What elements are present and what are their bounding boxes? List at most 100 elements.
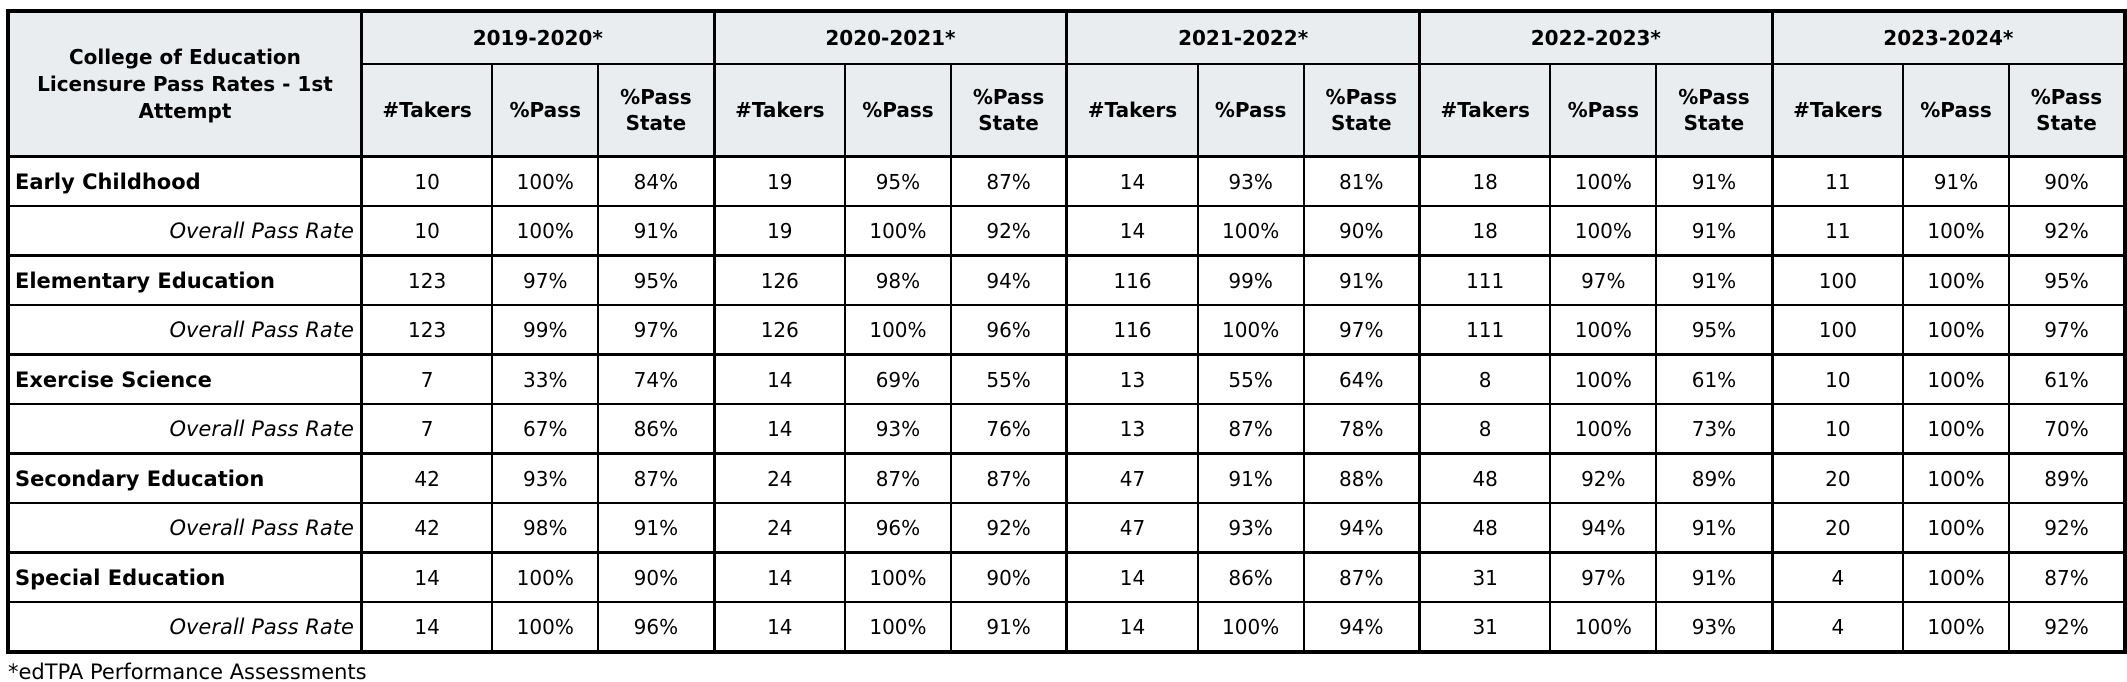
value-cell: 91% <box>597 502 716 554</box>
value-cell: 91% <box>1655 155 1774 207</box>
value-cell: 31 <box>1417 601 1552 653</box>
value-cell: 116 <box>1065 254 1199 306</box>
value-cell: 100% <box>1902 304 2010 356</box>
value-cell: 70% <box>2007 403 2127 455</box>
value-cell: 95% <box>843 155 952 207</box>
value-cell: 8 <box>1417 403 1552 455</box>
value-cell: 100% <box>843 304 952 356</box>
subheader-pass-state: %Pass State <box>1302 63 1421 158</box>
value-cell: 100% <box>1902 452 2010 504</box>
value-cell: 100 <box>1770 304 1905 356</box>
row-label: Overall Pass Rate <box>6 502 363 554</box>
value-cell: 91% <box>1655 551 1774 603</box>
value-cell: 93% <box>1196 155 1305 207</box>
value-cell: 78% <box>1302 403 1421 455</box>
value-cell: 14 <box>712 551 846 603</box>
value-cell: 100% <box>1549 353 1658 405</box>
value-cell: 91% <box>1196 452 1305 504</box>
value-cell: 10 <box>359 205 494 257</box>
value-cell: 100% <box>843 601 952 653</box>
value-cell: 67% <box>491 403 600 455</box>
overall-pass-rate-row: Overall Pass Rate 14 100% 96% 14 100% 91% 14 100… <box>6 601 2127 653</box>
subheader-takers: #Takers <box>1065 63 1199 158</box>
value-cell: 94% <box>1549 502 1658 554</box>
value-cell: 7 <box>359 353 494 405</box>
row-label: Overall Pass Rate <box>6 403 363 455</box>
value-cell: 76% <box>949 403 1068 455</box>
subheader-row: #Takers %Pass %Pass State #Takers %Pass … <box>8 63 2127 158</box>
value-cell: 42 <box>359 502 494 554</box>
value-cell: 100% <box>1196 304 1305 356</box>
value-cell: 98% <box>491 502 600 554</box>
value-cell: 74% <box>597 353 716 405</box>
value-cell: 100% <box>1902 205 2010 257</box>
value-cell: 19 <box>712 155 846 207</box>
subheader-pass-state: %Pass State <box>1655 63 1774 158</box>
value-cell: 111 <box>1417 254 1552 306</box>
value-cell: 48 <box>1417 452 1552 504</box>
program-row: Exercise Science 7 33% 74% 14 69% 55% 13 55% 64% 8… <box>6 353 2127 405</box>
value-cell: 88% <box>1302 452 1421 504</box>
overall-pass-rate-row: Overall Pass Rate 10 100% 91% 19 100% 92% 14 100… <box>6 205 2127 257</box>
value-cell: 84% <box>597 155 716 207</box>
value-cell: 93% <box>843 403 952 455</box>
value-cell: 47 <box>1065 502 1199 554</box>
value-cell: 19 <box>712 205 846 257</box>
value-cell: 11 <box>1770 155 1905 207</box>
table-body: Early Childhood 10 100% 84% 19 95% 87% 14 93% 81%… <box>6 155 2127 653</box>
value-cell: 91% <box>1655 502 1774 554</box>
value-cell: 97% <box>1549 254 1658 306</box>
value-cell: 18 <box>1417 205 1552 257</box>
row-label: Elementary Education <box>6 254 363 306</box>
value-cell: 97% <box>597 304 716 356</box>
value-cell: 94% <box>1302 601 1421 653</box>
value-cell: 94% <box>949 254 1068 306</box>
value-cell: 100% <box>1549 205 1658 257</box>
value-cell: 86% <box>597 403 716 455</box>
subheader-pass: %Pass <box>1196 63 1305 158</box>
subheader-pass-state: %Pass State <box>2007 63 2127 158</box>
value-cell: 87% <box>843 452 952 504</box>
value-cell: 91% <box>1655 254 1774 306</box>
value-cell: 111 <box>1417 304 1552 356</box>
value-cell: 96% <box>597 601 716 653</box>
value-cell: 10 <box>1770 353 1905 405</box>
year-header-2019-2020: 2019-2020* <box>359 10 716 65</box>
value-cell: 24 <box>712 452 846 504</box>
value-cell: 20 <box>1770 452 1905 504</box>
value-cell: 87% <box>949 452 1068 504</box>
value-cell: 100% <box>1902 254 2010 306</box>
value-cell: 100% <box>1902 601 2010 653</box>
value-cell: 31 <box>1417 551 1552 603</box>
value-cell: 14 <box>1065 551 1199 603</box>
value-cell: 14 <box>712 601 846 653</box>
value-cell: 14 <box>712 403 846 455</box>
value-cell: 100% <box>1902 403 2010 455</box>
year-header-2020-2021: 2020-2021* <box>712 10 1068 65</box>
value-cell: 89% <box>2007 452 2127 504</box>
value-cell: 100% <box>491 205 600 257</box>
value-cell: 87% <box>949 155 1068 207</box>
value-cell: 13 <box>1065 353 1199 405</box>
value-cell: 18 <box>1417 155 1552 207</box>
value-cell: 100% <box>1196 601 1305 653</box>
row-label: Exercise Science <box>6 353 363 405</box>
subheader-takers: #Takers <box>1417 63 1552 158</box>
value-cell: 100% <box>491 155 600 207</box>
value-cell: 100% <box>1549 155 1658 207</box>
value-cell: 14 <box>1065 205 1199 257</box>
value-cell: 91% <box>1902 155 2010 207</box>
subheader-pass: %Pass <box>491 63 600 158</box>
value-cell: 24 <box>712 502 846 554</box>
value-cell: 92% <box>2007 502 2127 554</box>
value-cell: 92% <box>2007 601 2127 653</box>
value-cell: 100% <box>491 601 600 653</box>
value-cell: 10 <box>359 155 494 207</box>
footnote: *edTPA Performance Assessments <box>8 660 367 682</box>
value-cell: 48 <box>1417 502 1552 554</box>
value-cell: 93% <box>491 452 600 504</box>
value-cell: 90% <box>949 551 1068 603</box>
value-cell: 93% <box>1196 502 1305 554</box>
value-cell: 86% <box>1196 551 1305 603</box>
